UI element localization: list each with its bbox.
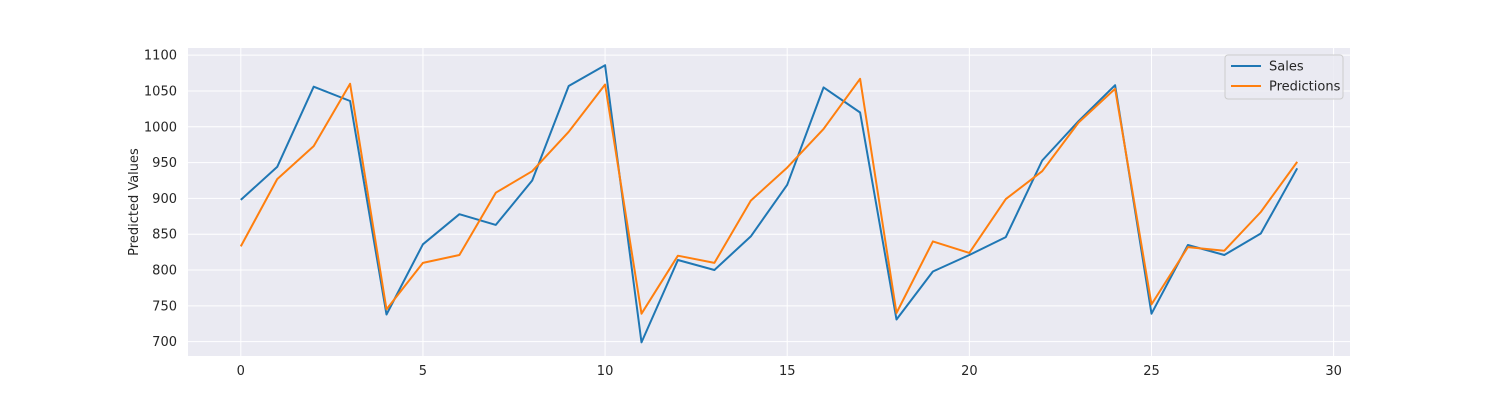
x-tick-label: 0 bbox=[237, 364, 245, 379]
y-tick-label: 750 bbox=[152, 299, 177, 314]
y-tick-label: 950 bbox=[152, 156, 177, 171]
y-axis-label: Predicted Values bbox=[127, 148, 142, 256]
y-tick-label: 1050 bbox=[144, 84, 177, 99]
x-tick-label: 5 bbox=[419, 364, 427, 379]
series-lines bbox=[239, 64, 1299, 344]
legend-label-predictions: Predictions bbox=[1269, 80, 1341, 95]
y-tick-label: 1000 bbox=[144, 120, 177, 135]
y-tick-label: 700 bbox=[152, 335, 177, 350]
x-tick-label: 25 bbox=[1143, 364, 1160, 379]
series-line-predictions bbox=[239, 77, 1299, 315]
grid-lines bbox=[188, 48, 1350, 356]
x-tick-labels: 0 5 10 15 20 25 30 bbox=[237, 364, 1342, 379]
plot-area bbox=[188, 48, 1350, 356]
y-tick-label: 800 bbox=[152, 264, 177, 279]
y-tick-label: 850 bbox=[152, 228, 177, 243]
x-tick-label: 30 bbox=[1325, 364, 1342, 379]
y-tick-label: 1100 bbox=[144, 49, 177, 64]
y-tick-labels: 700 750 800 850 900 950 1000 1050 1100 bbox=[144, 49, 177, 351]
x-tick-label: 20 bbox=[961, 364, 978, 379]
y-tick-label: 900 bbox=[152, 192, 177, 207]
x-tick-label: 10 bbox=[597, 364, 614, 379]
legend: Sales Predictions bbox=[1224, 54, 1344, 100]
x-tick-label: 15 bbox=[779, 364, 796, 379]
legend-label-sales: Sales bbox=[1269, 60, 1304, 75]
